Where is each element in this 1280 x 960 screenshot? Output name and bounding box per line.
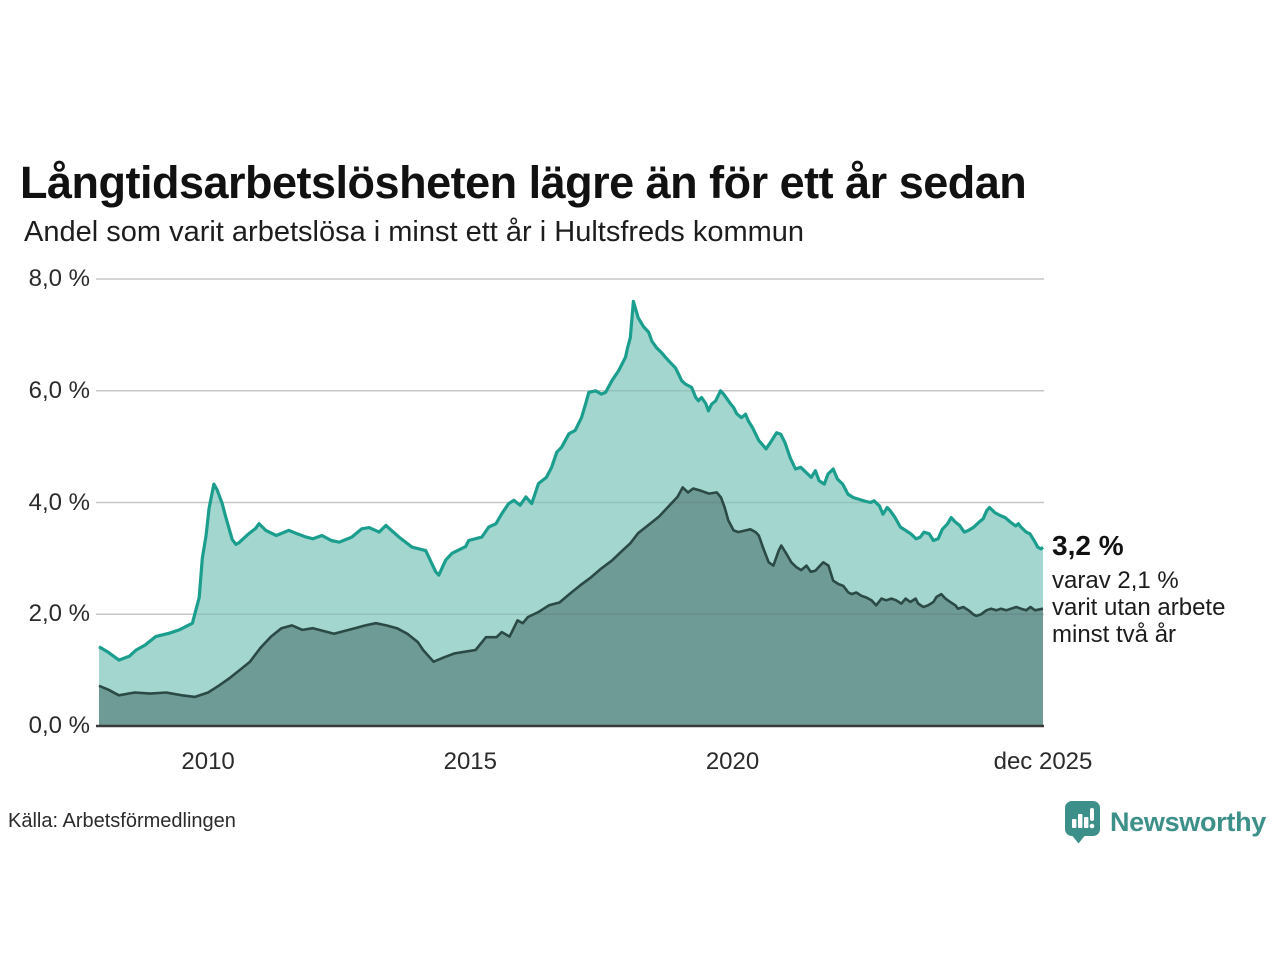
x-axis-tick-label: 2010 [181,748,235,775]
y-axis-tick-label: 6,0 % [28,376,90,404]
x-axis-tick-label: 2015 [443,748,497,775]
x-axis-tick-label: 2020 [705,748,760,775]
y-axis-tick-label: 2,0 % [28,600,90,628]
y-axis-tick-label: 4,0 % [28,488,90,516]
newsworthy-logo-icon [1064,801,1100,844]
chart-title: Långtidsarbetslösheten lägre än för ett … [20,157,1027,209]
end-value-label: 3,2 % [1052,530,1124,562]
secondary-note-line: varit utan arbete [1052,593,1226,621]
chart-subtitle: Andel som varit arbetslösa i minst ett å… [24,216,805,248]
brand-wordmark: Newsworthy [1109,807,1266,837]
source-caption: Källa: Arbetsförmedlingen [8,810,236,832]
y-axis-tick-label: 0,0 % [28,712,90,739]
x-axis-tick-label: dec 2025 [993,748,1093,775]
secondary-note-line: varav 2,1 % [1052,566,1179,594]
secondary-note: varav 2,1 % varit utan arbete minst två år [1052,567,1277,648]
y-axis-tick-label: 8,0 % [28,265,90,292]
secondary-note-line: minst två år [1052,620,1177,648]
brand-lockup: Newsworthy [1064,800,1266,845]
